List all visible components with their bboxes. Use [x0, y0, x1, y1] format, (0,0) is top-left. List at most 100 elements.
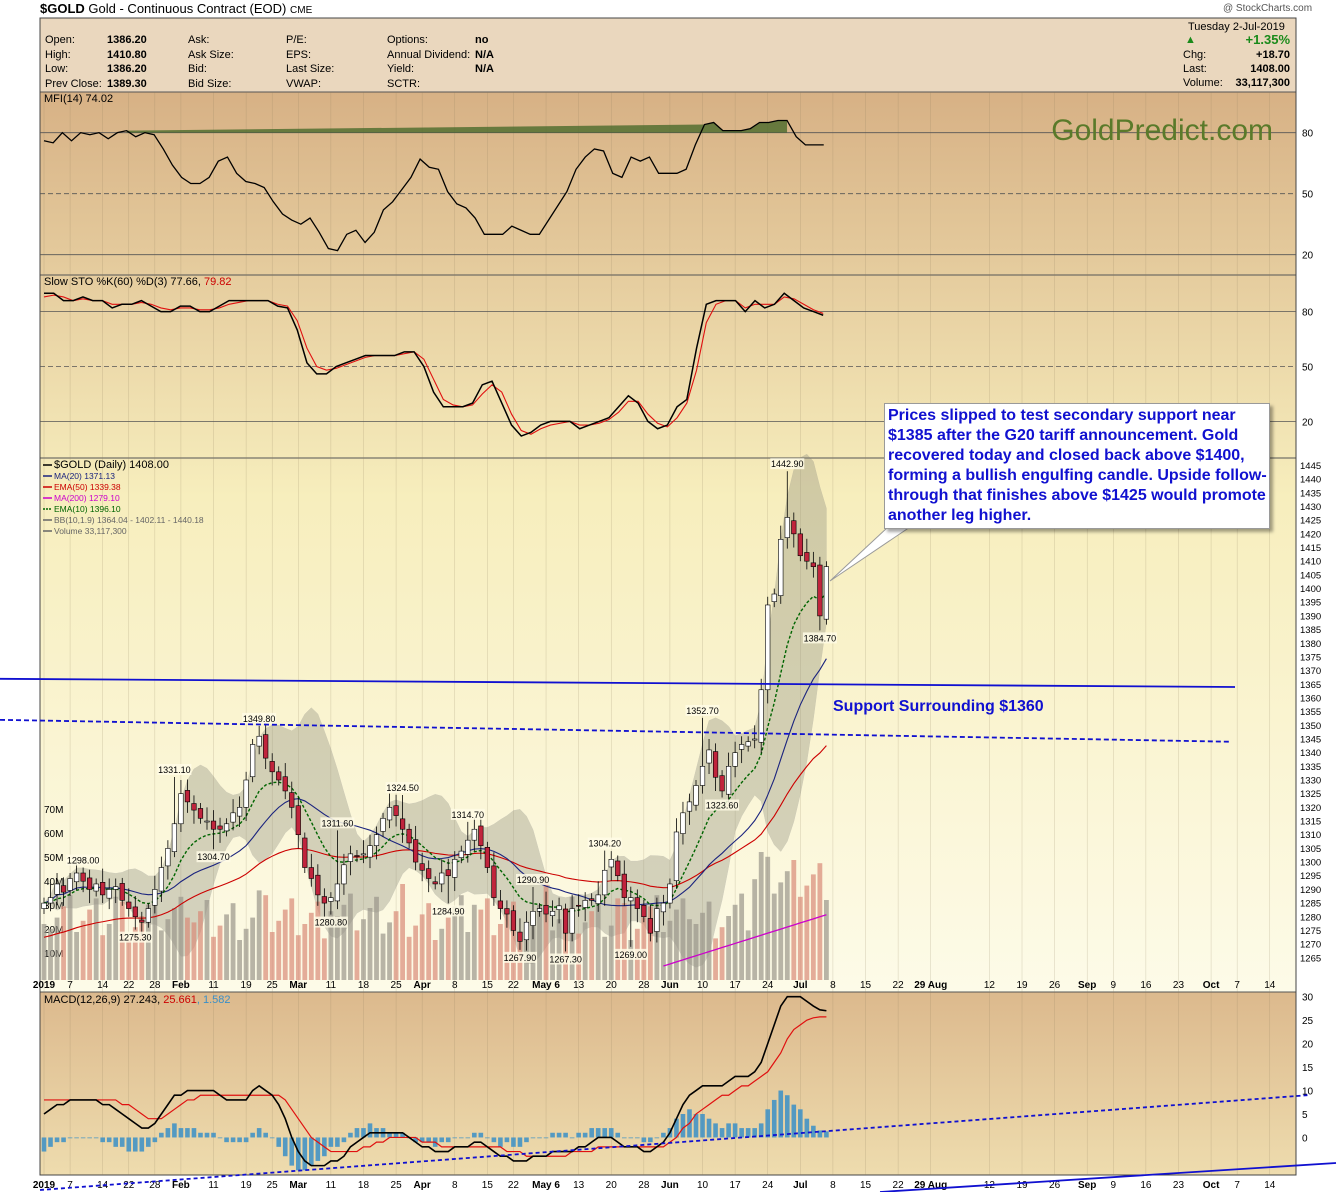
candle-body — [556, 905, 562, 910]
volume-tick-label: 40M — [44, 877, 63, 888]
candle-body — [536, 908, 543, 912]
macd-histogram-bar — [504, 1137, 510, 1143]
quote-key: Yield: — [387, 63, 415, 75]
volume-bar — [295, 935, 301, 980]
price-label-bg — [516, 873, 550, 885]
candle-body — [230, 812, 236, 823]
quote-field: Prev Close: 1389.30 — [45, 77, 147, 91]
x-tick-label: Jul — [793, 1180, 808, 1191]
macd-histogram-bar — [217, 1137, 223, 1139]
price-label-bg — [548, 953, 583, 965]
quote-field: Bid: — [188, 63, 207, 75]
price-tick-label: 1280 — [1300, 912, 1321, 923]
volume-bar — [543, 877, 549, 980]
x-tick-label: Apr — [414, 980, 431, 991]
volume-tick-label: 30M — [44, 901, 63, 912]
quote-field: Bid Size: — [188, 77, 232, 90]
x-tick-label: 7 — [1234, 980, 1240, 991]
price-label-bg — [157, 764, 192, 776]
price-tick-label: 1300 — [1300, 858, 1321, 869]
price-label-bg — [66, 854, 101, 866]
macd-histogram-bar — [680, 1114, 686, 1138]
volume-bar — [732, 904, 738, 980]
ema50-line — [43, 745, 827, 938]
macd-histogram-bar — [654, 1137, 660, 1139]
candle-body — [426, 868, 432, 879]
mfi-title: MFI(14) 74.02 — [44, 93, 113, 105]
x-tick-label: 15 — [860, 980, 872, 991]
macd-histogram-bar — [80, 1137, 86, 1139]
price-tick-label: 1405 — [1300, 570, 1321, 581]
x-tick-label: Apr — [414, 1180, 431, 1191]
exchange: CME — [290, 5, 313, 16]
change-percent: +1.35% — [1245, 32, 1290, 47]
macd-histogram-bar — [93, 1137, 99, 1139]
macd-histogram-bar — [172, 1123, 177, 1138]
x-tick-label: 29 Aug — [914, 980, 947, 991]
x-tick-label: 13 — [573, 980, 585, 991]
candle-body — [41, 902, 47, 909]
x-tick-label: 22 — [893, 1180, 905, 1191]
x-tick-label: 28 — [149, 1180, 161, 1191]
macd-histogram-bar — [256, 1128, 262, 1138]
quote-field: Ask Size: — [188, 48, 234, 61]
candle-body — [810, 562, 816, 567]
price-tick-label: 1395 — [1300, 598, 1321, 609]
price-label-bg — [320, 817, 355, 829]
volume-bar — [471, 904, 477, 980]
volume-bar — [387, 922, 392, 980]
price-tick-label: 1400 — [1300, 584, 1321, 595]
macd-histogram-bar — [700, 1114, 705, 1138]
candle-body — [804, 552, 810, 562]
candle-body — [549, 910, 556, 916]
x-tick-label: 8 — [830, 980, 836, 991]
macd-histogram-bar — [556, 1132, 562, 1138]
volume-bar — [504, 912, 510, 980]
volume-bar — [113, 896, 119, 980]
x-tick-label: 15 — [482, 1180, 494, 1191]
volume-bar — [172, 908, 177, 980]
candle-body — [263, 734, 269, 759]
volume-bar — [511, 901, 516, 980]
price-tick-label: 1375 — [1300, 652, 1321, 663]
x-tick-label: 10 — [697, 980, 709, 991]
candle-body — [432, 881, 438, 885]
candle-body — [60, 885, 67, 893]
candle-body — [360, 853, 367, 856]
support-line-solid — [0, 677, 1236, 688]
volume-bar — [100, 935, 106, 980]
macd-histogram-bar — [367, 1123, 373, 1138]
x-tick-label: Mar — [289, 1180, 307, 1191]
candle-body — [419, 863, 425, 871]
price-label-bg — [770, 458, 805, 470]
candle-body — [243, 779, 249, 808]
quote-field: Low: 1386.20 — [45, 62, 147, 76]
candle-body — [217, 825, 223, 830]
symbol: $GOLD — [40, 1, 85, 16]
macd-histogram-bar — [752, 1128, 757, 1138]
ema10-line — [43, 593, 827, 913]
volume-bar — [726, 916, 731, 980]
candle-body — [680, 812, 686, 834]
chart-title: $GOLD Gold - Continuous Contract (EOD) C… — [40, 2, 312, 18]
x-tick-label: 19 — [1016, 980, 1028, 991]
quote-field: Ask: — [188, 34, 210, 46]
x-tick-label: 25 — [267, 1180, 279, 1191]
x-tick-label: 10 — [697, 1180, 709, 1191]
candle-body — [237, 807, 243, 817]
macd-histogram-bar — [146, 1137, 151, 1147]
volume-bar — [426, 903, 432, 980]
volume-bar — [374, 896, 379, 980]
macd-histogram-bar — [621, 1137, 627, 1139]
volume-bar — [647, 906, 653, 980]
volume-bar — [615, 898, 621, 980]
candle-body — [641, 904, 647, 918]
legend-entry: Volume 33,117,300 — [54, 526, 127, 536]
price-tick-label: 1335 — [1300, 762, 1321, 773]
quote-field: Last Size: — [286, 63, 335, 75]
macd-tick-label: 30 — [1302, 993, 1314, 1004]
macd-histogram-bar — [745, 1128, 751, 1138]
volume-bar — [582, 922, 588, 980]
candle-body — [739, 744, 745, 750]
